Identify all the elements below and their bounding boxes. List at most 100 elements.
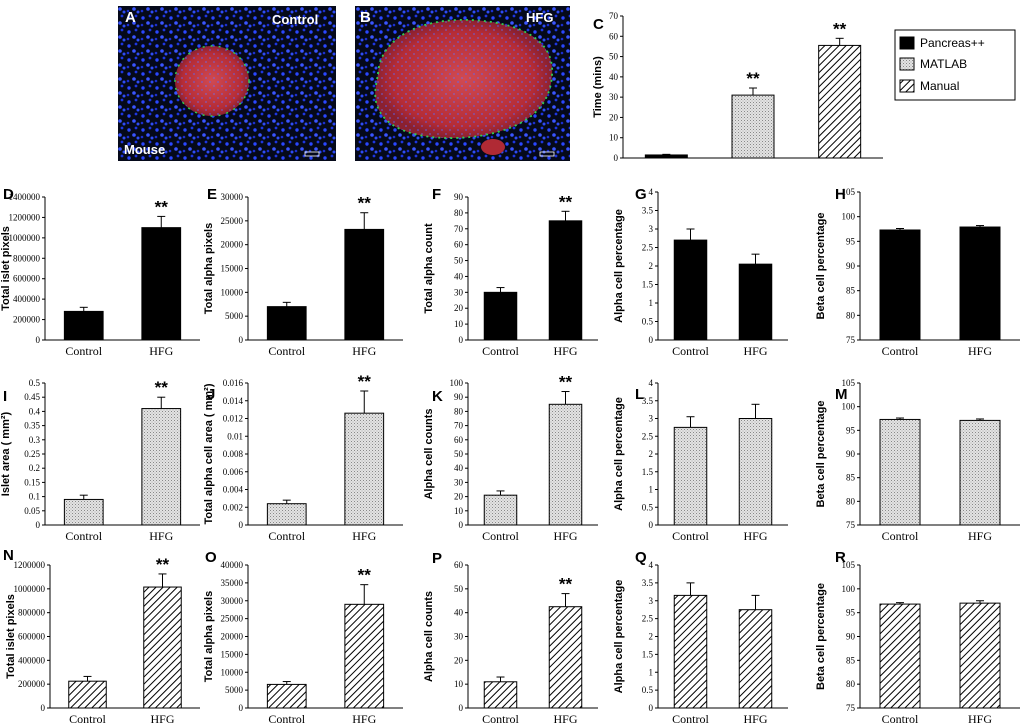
panel-letter: A	[125, 9, 136, 26]
y-axis-label: Time (mins)	[592, 56, 604, 118]
y-tick-label: 20	[609, 112, 619, 122]
y-tick-label: 0.5	[642, 317, 654, 327]
y-tick-label: 3.5	[642, 396, 654, 406]
y-tick-label: 0	[459, 335, 464, 345]
y-tick-label: 100	[842, 584, 856, 594]
y-tick-label: 20	[454, 655, 464, 665]
bar-hfg	[548, 403, 583, 526]
significance-marker: **	[559, 373, 573, 392]
legend-label-pancreas: Pancreas++	[920, 36, 985, 50]
bar-control	[266, 306, 307, 341]
x-category-label: Control	[268, 344, 305, 358]
y-tick-label: 2	[649, 261, 654, 271]
y-tick-label: 60	[454, 560, 464, 570]
y-tick-label: 0	[649, 335, 654, 345]
x-category-label: HFG	[743, 529, 767, 543]
x-category-label: HFG	[149, 344, 173, 358]
y-tick-label: 60	[454, 240, 464, 250]
y-tick-label: 0	[36, 335, 41, 345]
bar-hfg	[959, 226, 1001, 341]
bar-hfg	[548, 220, 583, 341]
panel-letter: G	[635, 186, 647, 203]
y-tick-label: 600000	[18, 632, 46, 642]
y-tick-label: 4	[649, 560, 654, 570]
bar-control	[68, 680, 107, 709]
bar-manual	[818, 44, 862, 159]
significance-marker: **	[155, 378, 169, 397]
y-tick-label: 0	[36, 520, 41, 530]
chart-panel-h: H 75 80 85 90 95 100 105 Beta cell percentage Con…	[815, 186, 1020, 358]
significance-marker: **	[746, 69, 760, 88]
y-tick-label: 90	[454, 192, 464, 202]
y-tick-label: 1400000	[9, 192, 41, 202]
y-tick-label: 50	[454, 584, 464, 594]
y-tick-label: 600000	[13, 274, 41, 284]
y-tick-label: 2	[649, 632, 654, 642]
x-category-label: Control	[482, 344, 519, 358]
micrograph-a: A Control Mouse	[118, 6, 336, 161]
bar-hfg	[959, 602, 1001, 709]
y-tick-label: 1200000	[9, 212, 41, 222]
panel-letter: B	[360, 9, 371, 26]
y-tick-label: 90	[454, 392, 464, 402]
y-tick-label: 0.5	[642, 685, 654, 695]
bar-control	[483, 494, 518, 526]
y-tick-label: 1	[649, 667, 654, 677]
y-tick-label: 0	[41, 703, 46, 713]
panel-letter: F	[432, 186, 441, 203]
y-axis-label: Total islet pixels	[0, 226, 12, 311]
y-tick-label: 0.35	[24, 421, 40, 431]
y-tick-label: 0.25	[24, 449, 40, 459]
x-category-label: HFG	[968, 344, 992, 358]
y-tick-label: 30	[609, 92, 619, 102]
y-tick-label: 0.004	[223, 485, 244, 495]
y-tick-label: 2.5	[642, 243, 654, 253]
y-tick-label: 100	[842, 212, 856, 222]
y-tick-label: 85	[846, 655, 856, 665]
y-tick-label: 40	[454, 608, 464, 618]
bar-control	[483, 681, 518, 709]
y-tick-label: 800000	[13, 253, 41, 263]
legend-label-matlab: MATLAB	[920, 57, 967, 71]
micrograph-label: HFG	[526, 10, 553, 25]
x-category-label: HFG	[553, 712, 577, 726]
y-tick-label: 3.5	[642, 206, 654, 216]
legend-box	[894, 29, 1016, 101]
chart-panel-c: C 0 10 20 30 40 50 60 70 Time (mins) ** **	[592, 11, 883, 163]
y-tick-label: 0.2	[29, 463, 40, 473]
y-tick-label: 10	[454, 679, 464, 689]
x-category-label: Control	[672, 712, 709, 726]
x-category-label: HFG	[743, 712, 767, 726]
bar-hfg	[738, 609, 773, 709]
significance-marker: **	[559, 575, 573, 594]
y-tick-label: 25000	[221, 216, 244, 226]
y-tick-label: 100	[842, 402, 856, 412]
bar-control	[63, 498, 104, 526]
y-axis-label: Alpha cell percentage	[613, 397, 625, 511]
y-axis-label: Alpha cell counts	[423, 408, 435, 499]
y-tick-label: 95	[846, 236, 856, 246]
panel-letter: H	[835, 186, 846, 203]
x-category-label: Control	[268, 529, 305, 543]
y-tick-label: 0.016	[223, 378, 244, 388]
bar-pancreas-	[644, 154, 688, 159]
panel-letter: K	[432, 388, 443, 405]
y-tick-label: 85	[846, 286, 856, 296]
y-tick-label: 90	[846, 449, 856, 459]
y-tick-label: 4	[649, 378, 654, 388]
legend-swatch-pancreas	[899, 36, 915, 50]
y-tick-label: 75	[846, 520, 856, 530]
y-tick-label: 40	[609, 72, 619, 82]
x-category-label: Control	[482, 529, 519, 543]
significance-marker: **	[156, 555, 170, 574]
islet-control-nuclei	[175, 46, 249, 116]
significance-marker: **	[155, 197, 169, 216]
x-category-label: HFG	[352, 529, 376, 543]
y-tick-label: 3	[649, 224, 654, 234]
y-tick-label: 0	[459, 520, 464, 530]
chart-panel-i: I 0 0.05 0.1 0.15 0.2 0.25 0.3 0.35 0.4 0.45 0.5 Isl…	[0, 378, 200, 543]
y-tick-label: 80	[846, 310, 856, 320]
y-tick-label: 200000	[13, 315, 41, 325]
bar-hfg	[344, 603, 385, 709]
